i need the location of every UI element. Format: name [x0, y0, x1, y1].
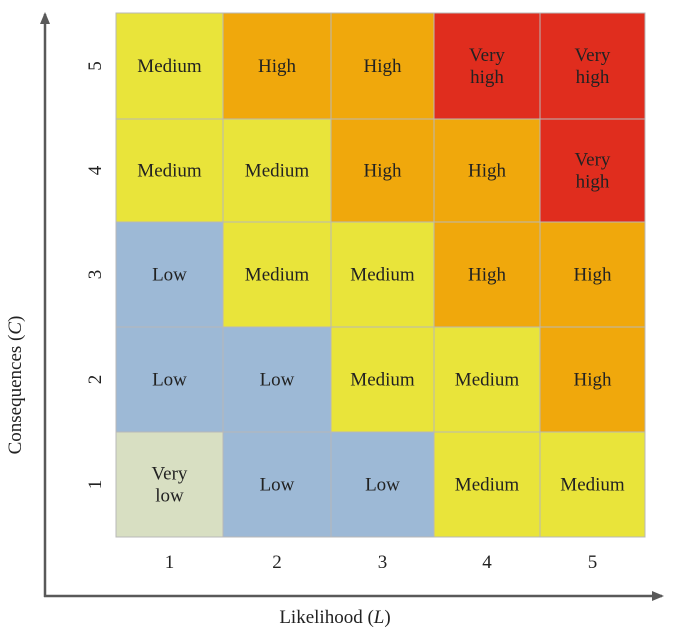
- cell-label: Medium: [245, 161, 310, 182]
- matrix-cell-c1-l4: Medium: [433, 431, 541, 538]
- cell-label: high: [576, 172, 610, 193]
- y-axis-ticks: 5 4 3 2 1: [85, 61, 106, 489]
- cell-label: low: [155, 486, 184, 507]
- cell-label: High: [364, 56, 403, 77]
- cell-background: [330, 12, 435, 120]
- cell-label: high: [470, 67, 504, 88]
- x-tick-label: 4: [482, 552, 492, 573]
- cell-background: [115, 118, 224, 223]
- matrix-cell-c1-l2: Low: [222, 431, 332, 538]
- cell-label: Medium: [137, 56, 202, 77]
- cell-label: high: [576, 67, 610, 88]
- matrix-cell-c3-l4: High: [433, 221, 541, 328]
- cell-label: Medium: [560, 475, 625, 496]
- x-tick-label: 1: [165, 552, 175, 573]
- cell-label: Low: [152, 265, 187, 286]
- cell-background: [433, 118, 541, 223]
- cell-background: [330, 326, 435, 433]
- cell-background: [539, 431, 646, 538]
- matrix-cell-c4-l3: High: [330, 118, 435, 223]
- cell-background: [539, 12, 646, 120]
- cell-label: Medium: [137, 161, 202, 182]
- x-axis-label: Likelihood (L): [279, 607, 390, 628]
- y-tick-label: 5: [85, 61, 106, 71]
- matrix-cell-c2-l5: High: [539, 326, 646, 433]
- matrix-cell-c2-l2: Low: [222, 326, 332, 433]
- matrix-cell-c3-l1: Low: [115, 221, 224, 328]
- cell-background: [115, 326, 224, 433]
- y-axis-label: Consequences (C): [5, 316, 26, 455]
- cell-label: High: [468, 265, 507, 286]
- x-axis-ticks: 1 2 3 4 5: [165, 552, 598, 573]
- cell-label: High: [258, 56, 297, 77]
- y-tick-label: 2: [85, 375, 106, 385]
- cell-background: [222, 12, 332, 120]
- cell-label: High: [468, 161, 507, 182]
- y-tick-label: 1: [85, 480, 106, 490]
- cell-label: Medium: [245, 265, 310, 286]
- cell-label: Low: [365, 475, 400, 496]
- matrix-cell-c4-l2: Medium: [222, 118, 332, 223]
- cell-background: [433, 221, 541, 328]
- x-tick-label: 5: [588, 552, 598, 573]
- cell-label: Medium: [455, 475, 520, 496]
- cell-background: [222, 326, 332, 433]
- cell-label: Very: [469, 45, 505, 66]
- cell-label: Very: [575, 45, 611, 66]
- cell-background: [115, 12, 224, 120]
- cell-label: Medium: [455, 370, 520, 391]
- matrix-cell-c3-l2: Medium: [222, 221, 332, 328]
- matrix-cell-c2-l3: Medium: [330, 326, 435, 433]
- cell-background: [539, 118, 646, 223]
- cell-background: [222, 431, 332, 538]
- cell-background: [330, 118, 435, 223]
- y-tick-label: 4: [85, 165, 106, 175]
- cell-label: High: [364, 161, 403, 182]
- cell-label: Low: [260, 475, 295, 496]
- cell-label: Very: [575, 150, 611, 171]
- cell-background: [433, 326, 541, 433]
- cell-label: Medium: [350, 265, 415, 286]
- cell-background: [330, 221, 435, 328]
- cell-background: [115, 431, 224, 538]
- cell-label: Low: [152, 370, 187, 391]
- y-tick-label: 3: [85, 270, 106, 280]
- cell-background: [433, 12, 541, 120]
- matrix-cell-c2-l4: Medium: [433, 326, 541, 433]
- x-tick-label: 3: [378, 552, 388, 573]
- x-tick-label: 2: [272, 552, 282, 573]
- cell-background: [433, 431, 541, 538]
- cell-label: Very: [152, 464, 188, 485]
- matrix-cell-c4-l4: High: [433, 118, 541, 223]
- matrix-cell-c2-l1: Low: [115, 326, 224, 433]
- matrix-cell-c5-l1: Medium: [115, 12, 224, 120]
- matrix-cell-c1-l5: Medium: [539, 431, 646, 538]
- cell-label: Medium: [350, 370, 415, 391]
- matrix-cell-c5-l3: High: [330, 12, 435, 120]
- cell-background: [539, 221, 646, 328]
- cell-label: High: [574, 370, 613, 391]
- cell-background: [222, 221, 332, 328]
- matrix-cell-c1-l3: Low: [330, 431, 435, 538]
- cell-background: [539, 326, 646, 433]
- matrix-cell-c4-l1: Medium: [115, 118, 224, 223]
- cell-label: Low: [260, 370, 295, 391]
- matrix-cell-c3-l5: High: [539, 221, 646, 328]
- cell-label: High: [574, 265, 613, 286]
- matrix-cell-c5-l2: High: [222, 12, 332, 120]
- matrix-cell-c3-l3: Medium: [330, 221, 435, 328]
